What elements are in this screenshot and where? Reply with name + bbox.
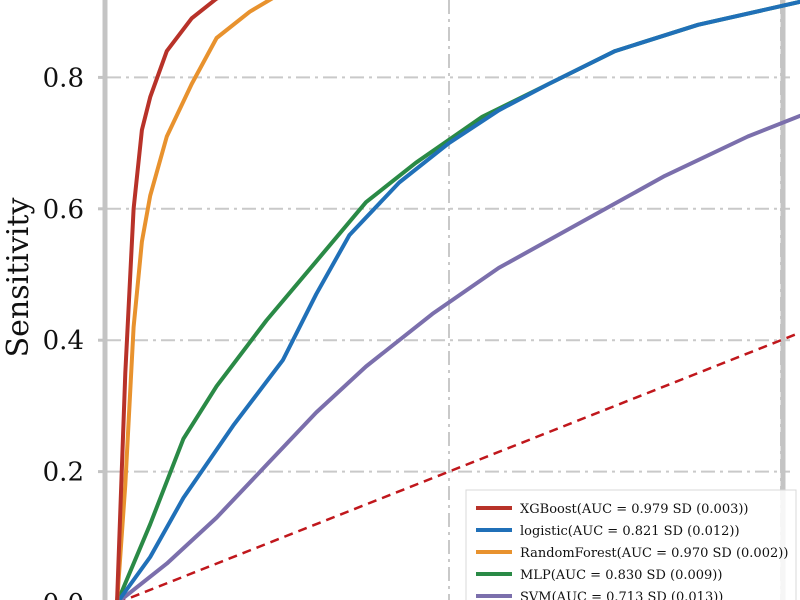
- y-tick-label: 0.0: [43, 589, 84, 600]
- legend-label: SVM(AUC = 0.713 SD (0.013)): [520, 590, 723, 600]
- legend-label: RandomForest(AUC = 0.970 SD (0.002)): [520, 546, 788, 561]
- roc-curve-logistic: [116, 0, 800, 600]
- roc-curves: [115, 0, 800, 600]
- y-tick-label: 0.8: [43, 63, 84, 93]
- legend-label: MLP(AUC = 0.830 SD (0.009)): [520, 568, 722, 583]
- roc-curve-svm: [117, 113, 800, 600]
- legend: XGBoost(AUC = 0.979 SD (0.003)) logistic(…: [465, 489, 797, 600]
- roc-curve-randomforest: [115, 0, 274, 600]
- y-axis-label: Sensitivity: [1, 198, 36, 358]
- legend-label: XGBoost(AUC = 0.979 SD (0.003)): [520, 502, 749, 517]
- y-tick-label: 0.6: [43, 195, 84, 225]
- y-tick-labels: 0.0 0.2 0.4 0.6 0.8: [43, 63, 84, 600]
- y-tick-label: 0.4: [43, 326, 84, 356]
- y-tick-label: 0.2: [43, 458, 84, 488]
- roc-curve-xgboost: [115, 0, 219, 600]
- legend-label: logistic(AUC = 0.821 SD (0.012)): [520, 524, 740, 539]
- legend-box: [465, 489, 797, 600]
